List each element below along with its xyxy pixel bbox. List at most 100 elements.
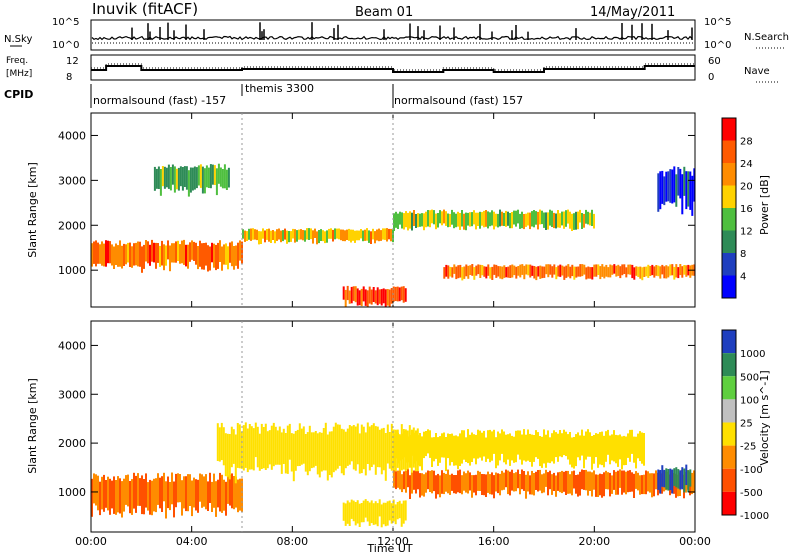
velocity-cell	[270, 425, 273, 470]
power-cell	[661, 170, 664, 204]
power-cell	[675, 174, 678, 207]
velocity-cell	[254, 422, 257, 458]
power-cell	[547, 264, 550, 278]
power-cell	[669, 264, 672, 276]
velocity-cell	[585, 431, 587, 460]
power-colorbar-swatch	[722, 118, 736, 141]
velocity-cell	[203, 476, 205, 507]
power-cell	[274, 231, 276, 244]
power-cell	[203, 168, 206, 194]
velocity-cell	[591, 436, 593, 470]
power-cell	[127, 242, 129, 263]
power-cell	[617, 264, 620, 276]
velocity-cell	[276, 430, 279, 465]
power-cell	[547, 212, 549, 230]
power-cell	[181, 240, 183, 264]
power-cell	[539, 265, 542, 279]
velocity-cell	[388, 432, 391, 469]
velocity-cell	[161, 476, 163, 512]
velocity-cell	[378, 499, 381, 517]
power-cell	[125, 244, 127, 265]
power-cell	[631, 264, 634, 279]
velocity-cell	[455, 475, 457, 494]
power-cell	[179, 244, 181, 264]
power-cell	[197, 246, 199, 270]
velocity-cell	[235, 476, 237, 508]
power-cell	[649, 266, 652, 276]
velocity-cell	[374, 501, 377, 525]
power-cell	[217, 242, 219, 269]
velocity-cell	[567, 434, 569, 460]
power-cell	[304, 230, 306, 242]
velocity-cell	[328, 431, 331, 475]
power-cell	[571, 264, 574, 277]
power-cell	[181, 167, 184, 191]
power-cell	[667, 266, 670, 278]
power-cell	[609, 264, 612, 278]
power-cell	[227, 167, 230, 188]
velocity-cell	[603, 435, 605, 468]
power-cell	[657, 265, 660, 277]
velocity-cell	[232, 429, 235, 464]
power-cell	[509, 265, 512, 278]
velocity-cell	[505, 434, 507, 465]
power-colorbar-swatch	[722, 185, 736, 208]
velocity-cell	[392, 499, 395, 522]
power-cell	[378, 228, 380, 242]
power-cell	[415, 214, 417, 228]
power-cell	[563, 211, 565, 229]
power-cell	[392, 286, 395, 302]
velocity-cell	[344, 431, 347, 469]
power-cell	[463, 213, 465, 230]
power-cell	[613, 264, 616, 274]
velocity-cell	[465, 437, 467, 462]
power-cell	[163, 166, 166, 189]
power-cell	[374, 231, 376, 244]
power-cell	[455, 266, 458, 280]
velocity-cell	[167, 476, 169, 509]
velocity-cell	[457, 470, 459, 493]
power-cell	[633, 267, 636, 280]
power-cell	[171, 243, 173, 263]
velocity-cell	[451, 473, 453, 491]
velocity-cell	[318, 432, 321, 478]
velocity-cell	[557, 433, 559, 462]
power-cell	[491, 210, 493, 226]
power-cell	[513, 210, 515, 225]
velocity-cell	[605, 470, 607, 490]
power-cell	[270, 230, 272, 243]
velocity-cell	[264, 423, 267, 470]
cpid-label: CPID	[4, 88, 33, 101]
velocity-cell	[346, 500, 349, 524]
velocity-cell	[348, 502, 351, 526]
power-cell	[431, 209, 433, 224]
velocity-cell	[525, 474, 527, 499]
velocity-cell	[455, 435, 457, 466]
velocity-cell	[306, 432, 309, 476]
power-cell	[213, 243, 215, 268]
velocity-cell	[336, 424, 339, 469]
velocity-cell	[427, 470, 429, 490]
velocity-cell	[675, 467, 678, 488]
power-cell	[296, 230, 298, 242]
power-cell	[217, 163, 220, 184]
velocity-cell	[601, 474, 603, 498]
velocity-cell	[521, 469, 523, 490]
power-cell	[185, 166, 188, 190]
power-cell	[509, 213, 511, 229]
power-cell	[133, 243, 135, 266]
velocity-cell	[619, 469, 621, 488]
velocity-cell	[595, 433, 597, 458]
velocity-cell	[553, 472, 555, 491]
power-cell	[465, 264, 468, 277]
freq-panel-frame	[90, 54, 696, 81]
velocity-cell	[651, 473, 653, 498]
power-cell	[659, 171, 662, 210]
power-cell	[193, 166, 196, 190]
velocity-cell	[411, 429, 413, 456]
power-cell	[521, 264, 524, 275]
x-tick-label: 16:00	[478, 535, 510, 548]
velocity-cell	[342, 502, 345, 521]
power-cell	[437, 213, 439, 228]
